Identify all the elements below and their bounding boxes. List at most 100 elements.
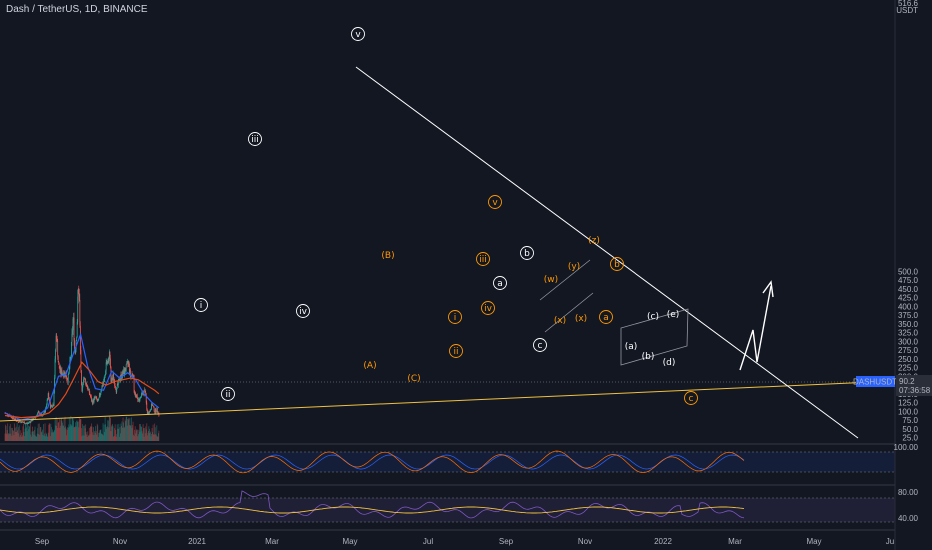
volume-bar [101,433,102,441]
candle-body [55,349,56,360]
volume-bar [8,433,10,441]
volume-bar [81,428,82,441]
volume-bar [150,431,151,441]
volume-bar [116,424,118,441]
candle-body [25,423,26,424]
candle-body [83,379,84,383]
volume-bar [57,422,59,441]
rsi2-axis-label: 40.00 [898,514,919,523]
rsi-ma-line [0,506,745,514]
candle-body [114,385,116,387]
candle-body [58,362,60,365]
candle-body [154,409,156,413]
candle-body [59,368,61,371]
volume-bar [87,434,89,441]
candle-body [141,393,143,394]
volume-bar [32,426,33,441]
x-tick-label: Nov [578,537,592,546]
candle-body [157,411,159,414]
volume-bar [124,419,126,441]
y-tick-label: 400.0 [898,302,919,311]
candle-body [24,422,25,424]
candle-body [95,396,97,398]
volume-bar [109,416,111,441]
volume-bar [120,433,121,441]
candle-body [110,358,111,367]
volume-bar [31,431,33,441]
volume-bar [67,427,69,441]
volume-bar [9,426,11,441]
volume-bar [16,431,17,441]
candle-body [121,377,123,379]
candle-body [89,393,91,396]
candle-body [62,373,63,376]
volume-bar [44,433,45,441]
projection-arrowhead [762,280,774,298]
candle-body [142,392,143,394]
volume-bar [42,429,43,441]
volume-bar [15,431,16,441]
candle-body [97,400,99,402]
candle-body [104,377,106,379]
volume-bar [83,425,84,441]
volume-bar [75,426,77,441]
wave-label: c [689,394,694,404]
volume-bar [95,431,97,441]
candle-body [11,416,13,419]
volume-bar [155,434,157,441]
wave-label-ring [296,304,310,318]
y-tick-label: 475.0 [898,276,919,285]
wave-label: (w) [544,275,558,285]
volume-bar [158,430,160,441]
volume-bar [48,424,50,441]
candle-body [66,377,68,380]
candle-body [127,361,129,364]
volume-bar [88,436,90,441]
volume-bar [122,427,123,441]
candle-body [34,417,36,419]
wave-label: iv [484,304,493,314]
candle-body [71,333,73,342]
wave-label: a [603,313,609,323]
volume-bar [24,428,26,441]
candle-body [86,386,88,388]
volume-bar [18,427,20,441]
volume-bar [113,436,114,441]
candle-body [136,395,138,397]
triangle-channel [620,308,689,366]
volume-bar [10,427,12,441]
price-badge [896,375,932,396]
volume-bar [26,431,28,441]
candle-body [91,396,92,401]
candle-body [130,369,131,377]
wave-label: (x) [575,314,587,324]
candle-body [76,322,78,338]
volume-bar [126,425,128,441]
candle-body [25,423,27,424]
y-tick-label: 250.0 [898,355,919,364]
volume-bar [13,435,15,441]
wave-label-ring [488,195,502,209]
candle-body [13,418,15,420]
volume-bar [97,436,99,441]
candle-body [13,416,14,419]
candle-body [87,388,89,390]
candle-body [47,393,49,400]
y-tick-label: 300.0 [898,337,919,346]
wave-label: (C) [407,374,420,384]
candle-body [113,380,115,382]
candle-body [151,403,153,406]
candle-body [91,400,93,402]
wave-labels: viiiiiiiv(A)(B)(C)viiiiiiivabc(w)(x)(y)(… [194,27,698,405]
candle-body [60,367,62,375]
wave-label: b [614,260,620,270]
volume-bar [140,424,141,441]
volume-bar [33,431,34,441]
candle-body [79,325,81,350]
chart-title: Dash / TetherUS, 1D, BINANCE [6,4,148,15]
volume-bar [7,434,9,441]
candle-body [77,289,79,297]
wave-label: (z) [588,236,600,246]
candle-body [105,362,107,371]
candle-body [116,384,118,388]
